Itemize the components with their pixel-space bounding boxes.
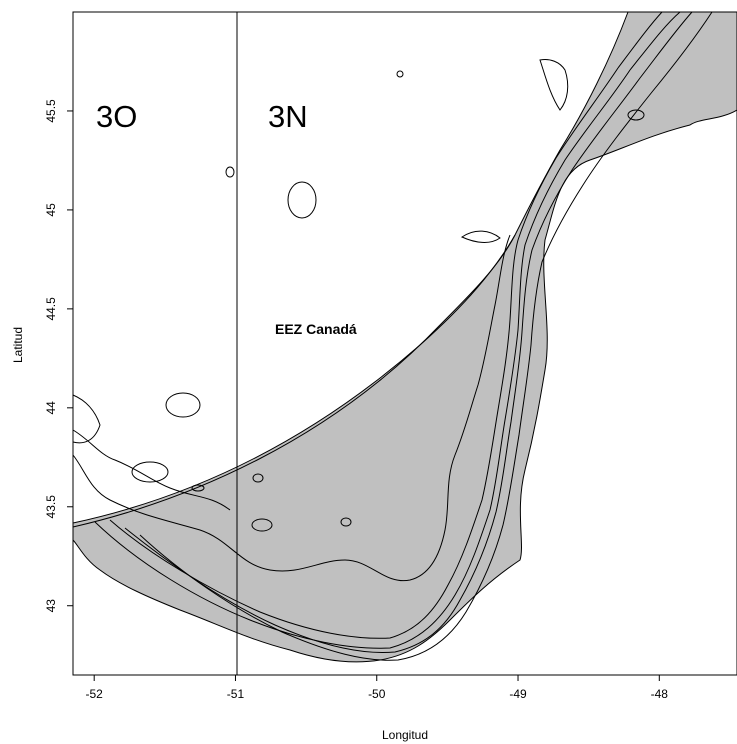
y-axis-title: Latitud <box>11 327 25 363</box>
x-axis: -52 -51 -50 -49 -48 <box>86 675 669 701</box>
x-tick-label: -49 <box>509 687 527 701</box>
y-tick-label: 43.5 <box>44 495 58 519</box>
eez-boundary <box>72 234 516 528</box>
y-tick-label: 44 <box>44 401 58 415</box>
contour-line <box>94 11 681 649</box>
islet <box>340 517 352 527</box>
shallow-contour <box>72 429 231 511</box>
x-tick-label: -51 <box>227 687 245 701</box>
islet <box>251 518 273 532</box>
islet <box>165 392 201 418</box>
y-tick-label: 43 <box>44 599 58 613</box>
contour-line <box>109 11 663 639</box>
x-tick-label: -48 <box>651 687 669 701</box>
islet <box>225 166 235 178</box>
islet <box>539 59 569 111</box>
zone-label-3n: 3N <box>268 99 308 134</box>
islet <box>287 181 317 219</box>
x-axis-title: Longitud <box>382 728 428 742</box>
contour-line <box>139 11 713 661</box>
islet <box>460 230 501 243</box>
x-tick-label: -50 <box>368 687 386 701</box>
contour-line <box>124 11 693 653</box>
islet <box>252 473 264 483</box>
islet <box>131 461 169 483</box>
y-tick-label: 44.5 <box>44 297 58 321</box>
islet <box>396 70 404 78</box>
islet <box>627 109 645 121</box>
zone-label-3o: 3O <box>96 99 137 134</box>
y-axis: 43 43.5 44 44.5 45 45.5 <box>44 99 73 612</box>
islet <box>191 484 205 492</box>
eez-label: EEZ Canadá <box>275 321 357 337</box>
y-tick-label: 45.5 <box>44 99 58 123</box>
islet <box>72 394 101 444</box>
y-tick-label: 45 <box>44 203 58 217</box>
shallow-contour <box>72 234 511 582</box>
x-tick-label: -52 <box>86 687 104 701</box>
